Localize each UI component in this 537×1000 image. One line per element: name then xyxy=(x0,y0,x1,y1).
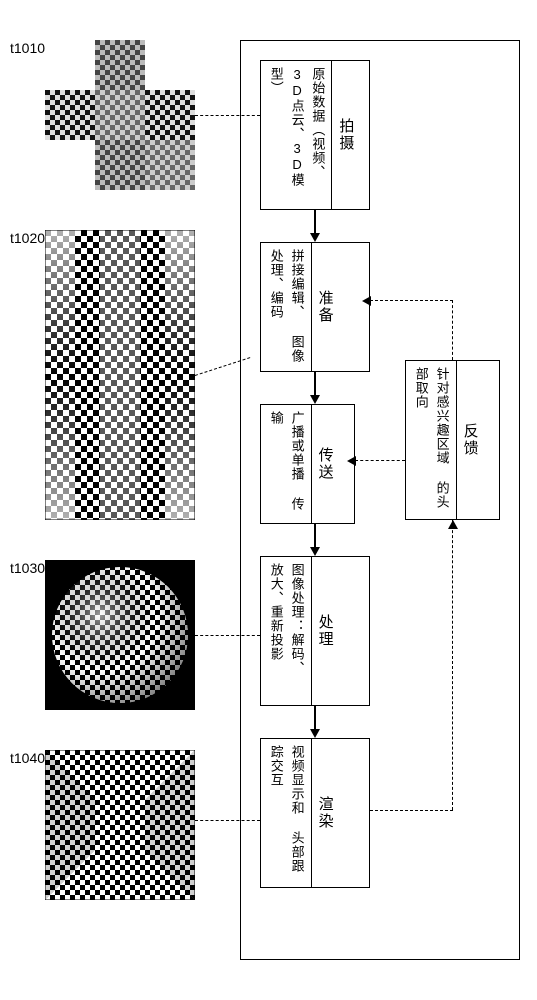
stage-render-body: 视频显示和 头部跟踪交互 xyxy=(261,739,311,887)
flow-column: 原始数据（视频、 3D点云、3D模型） 拍摄 拼接编辑、 图像处理、编码 准备 … xyxy=(230,0,530,1000)
feedback-body: 针对感兴趣区域 的头部取向 xyxy=(406,361,456,519)
image-t1010 xyxy=(45,40,195,190)
stage-prepare: 拼接编辑、 图像处理、编码 准备 xyxy=(260,242,370,372)
dash-t1040-to-render xyxy=(195,820,260,821)
stage-deliver-title: 传送 xyxy=(311,405,339,523)
dash-arrow-into-feedback xyxy=(448,520,458,529)
dash-t1030-to-process xyxy=(195,635,260,636)
stage-process: 图像处理：解码、 放大、重新投影 处理 xyxy=(260,556,370,706)
images-column: t1010 xyxy=(0,0,230,1000)
arrow-line-4 xyxy=(314,706,316,731)
feedback-box: 针对感兴趣区域 的头部取向 反馈 xyxy=(405,360,500,520)
dash-feedback-to-deliver-h xyxy=(355,460,405,461)
image-t1030 xyxy=(45,560,195,710)
dash-render-to-feedback-v xyxy=(452,520,453,810)
stage-deliver: 广播或单播 传输 传送 xyxy=(260,404,355,524)
dash-t1010-to-capture xyxy=(195,115,260,116)
stage-capture-body: 原始数据（视频、 3D点云、3D模型） xyxy=(261,61,331,209)
stage-deliver-body: 广播或单播 传输 xyxy=(261,405,311,523)
arrow-line-1 xyxy=(314,210,316,235)
dash-feedback-up-v xyxy=(452,300,453,360)
dash-arrow-into-prepare xyxy=(362,296,371,306)
arrow-head-3 xyxy=(310,547,320,556)
diagram-root: t1010 xyxy=(0,0,537,1000)
arrow-head-4 xyxy=(310,729,320,738)
label-t1040: t1040 xyxy=(10,750,45,766)
stage-capture: 原始数据（视频、 3D点云、3D模型） 拍摄 xyxy=(260,60,370,210)
feedback-title: 反馈 xyxy=(456,361,484,519)
stage-process-title: 处理 xyxy=(311,557,339,705)
dash-render-out-h xyxy=(370,810,453,811)
stage-prepare-body: 拼接编辑、 图像处理、编码 xyxy=(261,243,311,371)
arrow-head-2 xyxy=(310,395,320,404)
stage-capture-title: 拍摄 xyxy=(331,61,359,209)
label-t1020: t1020 xyxy=(10,230,45,246)
stage-process-body: 图像处理：解码、 放大、重新投影 xyxy=(261,557,311,705)
dash-feedback-to-prepare-h xyxy=(370,300,453,301)
dash-arrow-into-deliver xyxy=(347,456,356,466)
arrow-line-3 xyxy=(314,524,316,549)
stage-render: 视频显示和 头部跟踪交互 渲染 xyxy=(260,738,370,888)
image-t1020 xyxy=(45,230,195,520)
label-t1030: t1030 xyxy=(10,560,45,576)
image-t1040 xyxy=(45,750,195,900)
stage-prepare-title: 准备 xyxy=(311,243,339,371)
arrow-line-2 xyxy=(314,372,316,397)
label-t1010: t1010 xyxy=(10,40,45,56)
stage-render-title: 渲染 xyxy=(311,739,339,887)
arrow-head-1 xyxy=(310,233,320,242)
